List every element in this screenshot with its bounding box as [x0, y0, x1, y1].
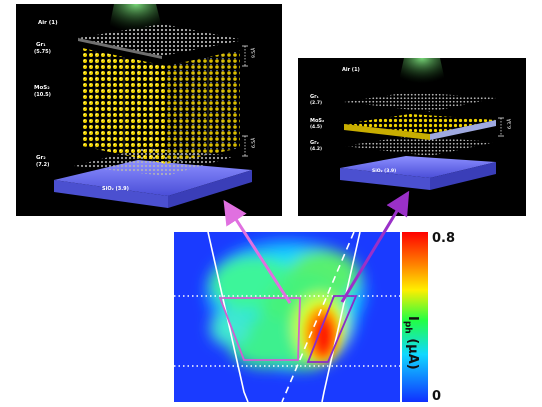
substrate-side-right [430, 162, 496, 190]
right-gr1-name: Gr₁ [310, 94, 319, 100]
left-air-label: Air (1) [38, 20, 58, 26]
bottom-graphene-layer [344, 136, 496, 156]
top-graphene-edge [78, 38, 162, 59]
left-spacing-bottom: 6.5Å [250, 137, 257, 148]
left-gr1-value: (5.75) [34, 49, 51, 55]
colorbar-min-label: 0 [432, 389, 442, 404]
substrate-side-right [168, 170, 252, 208]
colorbar-title: Iph (µA) [402, 316, 420, 370]
left-spacing-top: 9.5Å [250, 47, 257, 58]
left-mos2-value: (10.5) [34, 92, 51, 98]
left-gr1-name: Gr₁ [36, 42, 46, 48]
photocurrent-heatmap [174, 232, 400, 402]
right-gr2-value: (4.2) [310, 146, 322, 152]
colorbar-title-unit: (µA) [405, 333, 420, 370]
right-mos2-value: (4.5) [310, 124, 322, 130]
mos2-top-face [344, 114, 496, 134]
thin-heterostructure-panel: Air (1) Gr₁ (2.7) MoS₂ (4.5) Gr₂ (4.2) S… [298, 58, 526, 216]
top-graphene-layer [344, 92, 496, 112]
left-flake-edge [207, 232, 249, 402]
right-spacing-marker [498, 117, 504, 137]
right-gr2-name: Gr₂ [310, 140, 319, 146]
mos2-right-face [430, 120, 496, 140]
right-substrate-label: SiO₂ (3.9) [372, 168, 396, 174]
top-graphene-layer [78, 24, 244, 56]
left-spacing-marker-top [242, 45, 248, 67]
left-substrate-label: SiO₂ (3.9) [102, 186, 129, 192]
left-mos2-name: MoS₂ [34, 85, 50, 91]
thin-region-outline [306, 295, 358, 363]
left-spacing-marker-bottom [242, 135, 248, 157]
light-beam [396, 58, 448, 94]
right-spacing: 6.3Å [506, 118, 513, 129]
thick-heterostructure-illustration: Air (1) Gr₁ (5.75) MoS₂ (10.5) Gr₂ (7.2)… [34, 4, 257, 208]
substrate-side-front [54, 180, 168, 208]
colorbar-gradient [402, 232, 428, 402]
photocurrent-map [174, 232, 400, 402]
mos2-front-face [344, 124, 430, 140]
colorbar [402, 232, 428, 402]
right-air-label: Air (1) [342, 67, 360, 73]
colorbar-title-subscript: ph [402, 320, 413, 334]
colorbar-max-label: 0.8 [432, 231, 456, 246]
right-gr1-value: (2.7) [310, 100, 322, 106]
right-flake-edge [321, 232, 361, 402]
right-mos2-name: MoS₂ [310, 118, 324, 124]
thick-region-outline [218, 297, 301, 361]
arrow-to-thin-structure [340, 190, 410, 303]
thin-heterostructure-illustration: Air (1) Gr₁ (2.7) MoS₂ (4.5) Gr₂ (4.2) S… [310, 58, 513, 190]
substrate-side-front [340, 168, 430, 190]
thick-heterostructure-panel: Air (1) Gr₁ (5.75) MoS₂ (10.5) Gr₂ (7.2)… [16, 4, 282, 216]
mos2-right-face [166, 50, 240, 164]
substrate-top [340, 156, 496, 178]
left-gr2-name: Gr₂ [36, 155, 46, 161]
mos2-front-face [82, 48, 166, 164]
left-gr2-value: (7.2) [36, 162, 49, 168]
arrow-to-thick-structure [223, 199, 292, 304]
dashed-flake-edge [281, 232, 355, 402]
atomic-bonds [95, 51, 223, 161]
